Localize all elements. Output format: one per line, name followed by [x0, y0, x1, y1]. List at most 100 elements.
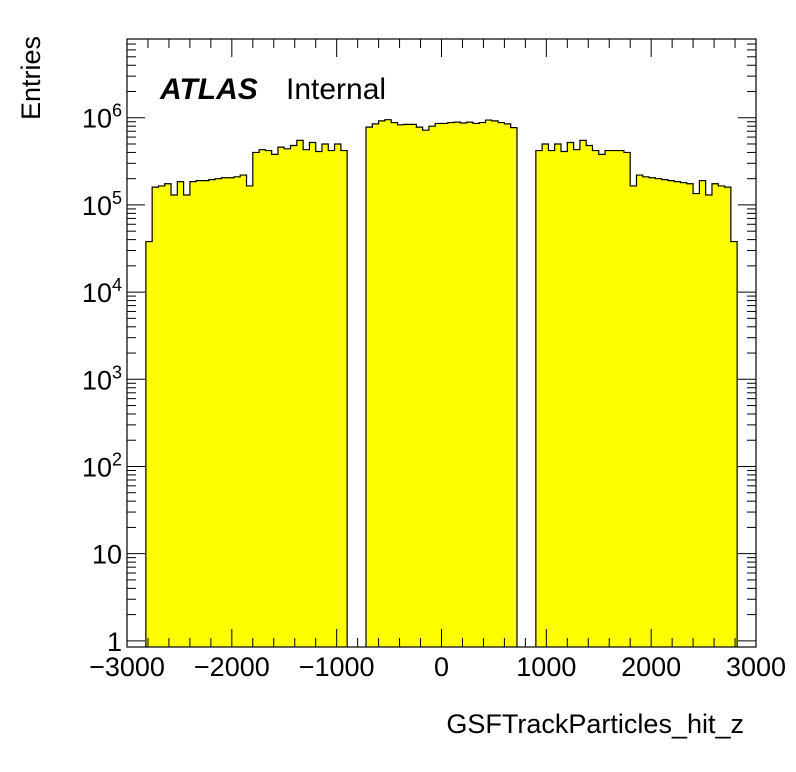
- x-tick-label: −2000: [194, 652, 270, 682]
- histogram-bar: [674, 181, 681, 647]
- x-tick-label: 2000: [621, 652, 681, 682]
- histogram-bar: [592, 150, 600, 647]
- histogram-bar: [460, 123, 468, 648]
- histogram-bar: [152, 187, 159, 647]
- histogram-bar: [611, 150, 619, 647]
- axis-ticks: [126, 38, 757, 647]
- histogram-bar: [372, 123, 379, 647]
- histogram-bar: [397, 124, 405, 648]
- atlas-label: ATLAS: [159, 73, 258, 106]
- histogram-bar: [617, 150, 625, 647]
- y-tick-label: 10: [92, 540, 122, 570]
- y-axis-title: Entries: [16, 36, 46, 120]
- histogram-bar: [605, 150, 612, 647]
- histogram-bar: [642, 176, 650, 648]
- atlas-status-label: Internal: [286, 73, 386, 106]
- histogram-bar: [649, 177, 656, 647]
- histogram-bar: [171, 194, 178, 647]
- histogram-bar: [472, 123, 480, 648]
- histogram-bar: [491, 120, 499, 647]
- histogram-bar: [403, 124, 411, 648]
- x-tick-label: −3000: [89, 652, 165, 682]
- histogram-bar: [630, 185, 637, 647]
- histogram-bar: [428, 126, 436, 648]
- histogram-bar: [410, 124, 417, 648]
- histogram-bar: [233, 176, 241, 648]
- histogram-bar: [718, 185, 725, 647]
- histogram-bar: [573, 149, 581, 647]
- histogram-bar: [655, 178, 663, 647]
- x-tick-labels: −3000 −2000 −1000 0 1000 2000 3000: [89, 652, 786, 682]
- histogram-bar: [384, 119, 392, 648]
- histogram-bar: [259, 149, 266, 647]
- histogram-bar: [680, 182, 688, 647]
- histogram-bar: [416, 127, 424, 648]
- histogram-bar: [485, 120, 493, 648]
- y-tick-labels: 1 10 102 103 104 105 106: [82, 101, 122, 657]
- histogram-bar: [441, 123, 449, 648]
- histogram-bar: [391, 122, 398, 648]
- histogram-bar: [636, 175, 644, 647]
- histogram-bar: [202, 180, 210, 648]
- histogram-bar: [227, 177, 235, 647]
- histogram-bar: [158, 185, 166, 647]
- histogram-bar: [535, 150, 543, 647]
- histogram-bar: [340, 150, 348, 647]
- histogram-bar: [277, 147, 285, 648]
- histogram-bar: [705, 194, 713, 647]
- histogram-bar: [542, 143, 549, 648]
- histogram-bar: [321, 143, 329, 648]
- histogram-bar: [504, 123, 512, 647]
- histogram-bar: [265, 150, 273, 647]
- histogram-bar: [215, 178, 222, 647]
- y-tick-label: 104: [82, 275, 122, 308]
- histogram-bar: [730, 241, 738, 648]
- histogram-bar: [177, 181, 185, 647]
- histogram-bar: [711, 183, 719, 647]
- histogram-bar: [422, 130, 430, 647]
- histogram-bar: [686, 183, 694, 647]
- x-tick-label: 1000: [516, 652, 576, 682]
- histogram-bar: [145, 241, 153, 648]
- histogram-bar: [309, 142, 317, 648]
- histogram-bar: [435, 123, 442, 648]
- y-tick-label: 102: [82, 449, 122, 482]
- y-tick-label: 1: [107, 627, 122, 657]
- histogram-bar: [548, 150, 556, 647]
- histogram-bar: [598, 154, 606, 647]
- y-tick-label: 106: [82, 101, 122, 134]
- histogram-bar: [328, 150, 335, 647]
- histogram-bar: [252, 152, 260, 647]
- histogram-bar: [221, 177, 229, 647]
- y-tick-label: 105: [82, 188, 122, 221]
- histogram-bar: [554, 143, 562, 648]
- histogram-bar: [189, 181, 197, 647]
- histogram-bar: [208, 179, 216, 647]
- histogram-bar: [466, 122, 474, 648]
- histogram-bar: [246, 185, 254, 647]
- histogram-bar: [561, 151, 568, 648]
- histogram-bar: [724, 187, 732, 647]
- histogram-bar: [183, 194, 191, 647]
- histogram-bar: [164, 183, 172, 647]
- y-tick-label: 103: [82, 362, 122, 395]
- histogram-bar: [693, 193, 700, 648]
- histogram-bar: [284, 148, 291, 647]
- histogram-bar: [196, 180, 203, 648]
- histogram-bar: [378, 120, 386, 647]
- histogram-bar: [303, 149, 310, 647]
- histogram-bar: [510, 127, 518, 648]
- histogram-bar: [623, 152, 631, 647]
- histogram-bar: [447, 122, 455, 648]
- histogram-bar: [240, 175, 247, 647]
- histogram-outline: [145, 119, 738, 647]
- histogram-bar: [479, 122, 486, 648]
- histogram-bar: [586, 145, 593, 647]
- x-axis-title: GSFTrackParticles_hit_z: [446, 709, 744, 739]
- histogram-bar: [498, 122, 505, 648]
- x-tick-label: 0: [434, 652, 449, 682]
- x-tick-label: −1000: [299, 652, 375, 682]
- histogram-bar: [454, 122, 461, 648]
- histogram-bar: [579, 140, 587, 647]
